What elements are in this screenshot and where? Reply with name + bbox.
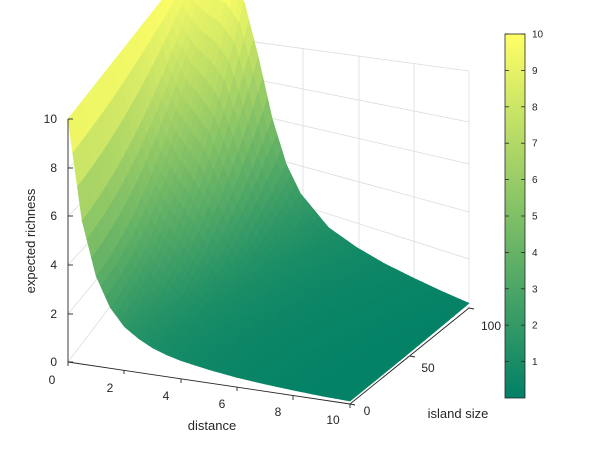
- colorbar-tick-label: 5: [532, 212, 538, 223]
- x-tick-label: 0: [49, 373, 56, 387]
- x-tick-label: 10: [326, 413, 340, 427]
- colorbar-tick-label: 8: [532, 102, 538, 113]
- y-tick-label: 0: [364, 404, 371, 418]
- y-tick-label: 100: [481, 319, 501, 333]
- z-tick-label: 8: [50, 161, 57, 175]
- colorbar-tick-label: 9: [532, 66, 538, 77]
- x-axis-label: distance: [188, 418, 236, 433]
- colorbar-tick-label: 10: [532, 30, 544, 41]
- colorbar-ticks: 1 2 3 4 5 6 7 8 9 10: [505, 30, 544, 368]
- z-tick-label: 4: [50, 258, 57, 272]
- colorbar-tick-label: 1: [532, 357, 538, 368]
- x-axis-line: [67, 361, 351, 405]
- z-tick-label: 6: [50, 209, 57, 223]
- colorbar-tick-label: 6: [532, 175, 538, 186]
- y-tick-mark: [468, 307, 475, 310]
- x-tick-label: 2: [107, 381, 114, 395]
- surface-patch: [344, 395, 356, 402]
- z-axis-label: expected richness: [23, 188, 38, 293]
- surface: [67, 0, 470, 402]
- z-tick-label: 10: [44, 112, 58, 126]
- axes: [67, 119, 470, 405]
- colorbar-tick-label: 3: [532, 284, 538, 295]
- z-tick-label: 2: [50, 307, 57, 321]
- tick-marks: [67, 118, 475, 408]
- y-tick-label: 50: [421, 361, 435, 375]
- y-tick-mark: [409, 355, 416, 358]
- z-tick-label: 0: [50, 355, 57, 369]
- y-axis-line: [349, 307, 470, 405]
- colorbar-tick-label: 4: [532, 248, 538, 259]
- x-tick-label: 6: [219, 397, 226, 411]
- x-tick-label: 4: [163, 389, 170, 403]
- colorbar-tick-label: 7: [532, 139, 538, 150]
- x-tick-label: 8: [275, 405, 282, 419]
- surface-patch: [170, 0, 176, 5]
- y-axis-label: island size: [428, 406, 489, 421]
- colorbar-tick-label: 2: [532, 321, 538, 332]
- y-tick-mark: [349, 403, 356, 406]
